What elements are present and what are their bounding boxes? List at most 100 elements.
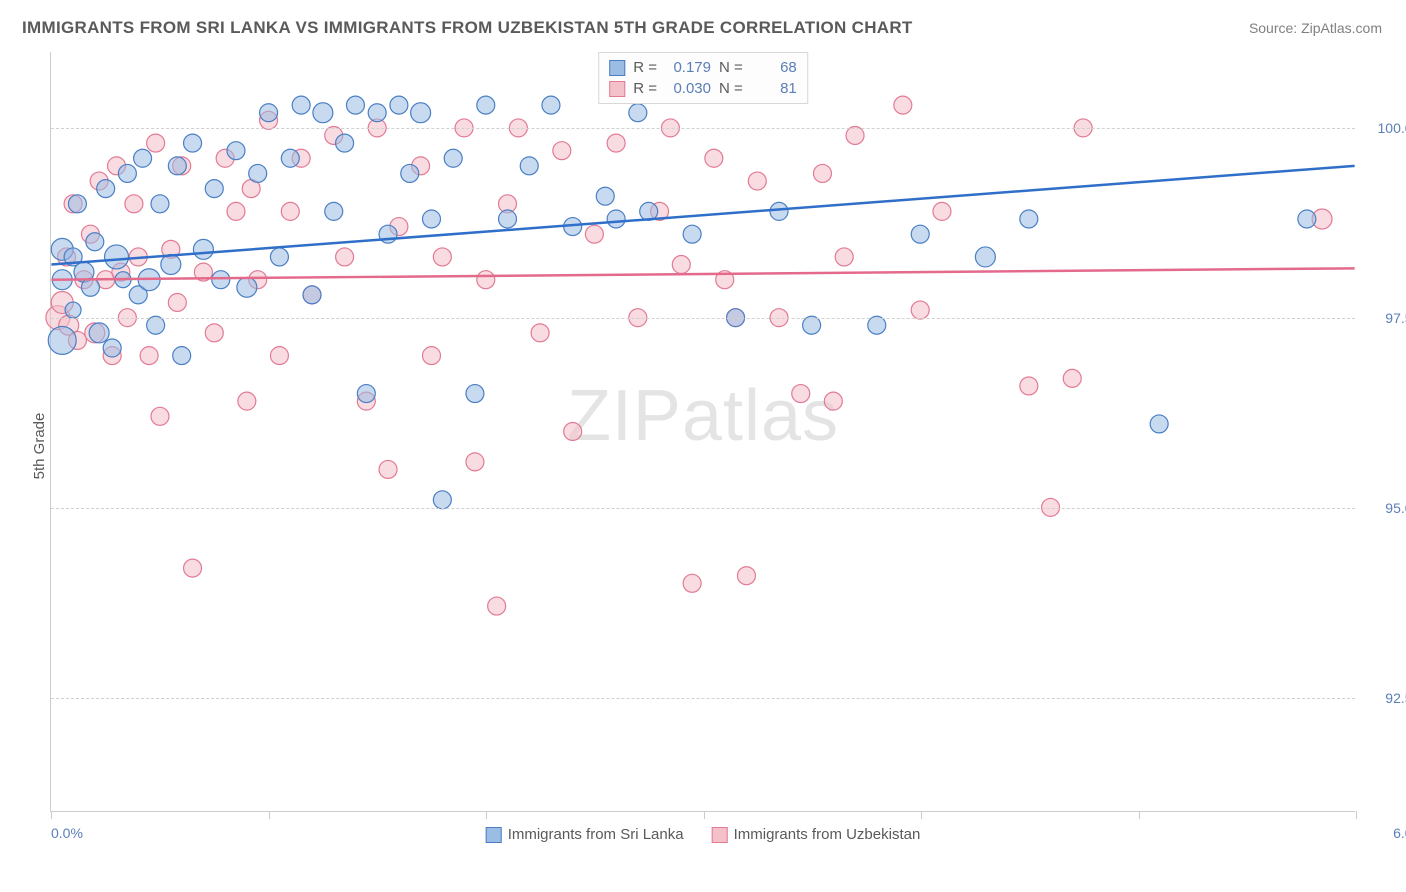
data-point	[336, 134, 354, 152]
legend-item: Immigrants from Sri Lanka	[486, 826, 684, 843]
data-point	[147, 134, 165, 152]
legend-label: Immigrants from Uzbekistan	[734, 826, 921, 843]
data-point	[313, 103, 333, 123]
swatch-icon	[486, 827, 502, 843]
swatch-icon	[609, 60, 625, 76]
x-tick	[921, 811, 922, 819]
data-point	[292, 96, 310, 114]
data-point	[227, 202, 245, 220]
data-point	[184, 134, 202, 152]
data-point	[1020, 210, 1038, 228]
data-point	[184, 559, 202, 577]
data-point	[346, 96, 364, 114]
stats-row: R = 0.030 N = 81	[609, 78, 797, 99]
data-point	[1298, 210, 1316, 228]
data-point	[118, 164, 136, 182]
data-point	[520, 157, 538, 175]
data-point	[466, 453, 484, 471]
gridline	[51, 698, 1355, 699]
data-point	[270, 347, 288, 365]
data-point	[466, 385, 484, 403]
data-point	[81, 278, 99, 296]
data-point	[596, 187, 614, 205]
data-point	[105, 245, 129, 269]
data-point	[433, 491, 451, 509]
y-tick-label: 92.5%	[1365, 690, 1406, 706]
data-point	[607, 134, 625, 152]
data-point	[151, 195, 169, 213]
data-point	[705, 149, 723, 167]
n-value: 81	[751, 80, 797, 97]
y-tick-label: 95.0%	[1365, 500, 1406, 516]
data-point	[422, 347, 440, 365]
data-point	[542, 96, 560, 114]
n-value: 68	[751, 59, 797, 76]
data-point	[553, 142, 571, 160]
y-tick-label: 97.5%	[1365, 310, 1406, 326]
data-point	[86, 233, 104, 251]
data-point	[379, 460, 397, 478]
data-point	[238, 392, 256, 410]
data-point	[1063, 369, 1081, 387]
data-point	[975, 247, 995, 267]
trend-line	[51, 268, 1354, 279]
data-point	[1020, 377, 1038, 395]
data-point	[227, 142, 245, 160]
y-axis-label: 5th Grade	[31, 413, 48, 480]
source-attribution: Source: ZipAtlas.com	[1249, 20, 1382, 36]
data-point	[168, 157, 186, 175]
data-point	[193, 239, 213, 259]
data-point	[813, 164, 831, 182]
data-point	[911, 301, 929, 319]
data-point	[161, 255, 181, 275]
data-point	[281, 202, 299, 220]
data-point	[65, 302, 81, 318]
n-label: N =	[719, 80, 743, 97]
data-point	[894, 96, 912, 114]
series-legend: Immigrants from Sri Lanka Immigrants from…	[486, 826, 921, 843]
data-point	[48, 326, 76, 354]
data-point	[499, 210, 517, 228]
x-tick	[51, 811, 52, 819]
gridline	[51, 508, 1355, 509]
data-point	[357, 385, 375, 403]
data-point	[260, 104, 278, 122]
x-tick-label-max: 6.0%	[1393, 825, 1406, 841]
data-point	[89, 323, 109, 343]
stats-row: R = 0.179 N = 68	[609, 57, 797, 78]
data-point	[683, 574, 701, 592]
data-point	[792, 385, 810, 403]
data-point	[672, 256, 690, 274]
chart-title: IMMIGRANTS FROM SRI LANKA VS IMMIGRANTS …	[22, 18, 913, 38]
data-point	[683, 225, 701, 243]
data-point	[68, 195, 86, 213]
data-point	[125, 195, 143, 213]
r-value: 0.030	[665, 80, 711, 97]
data-point	[433, 248, 451, 266]
data-point	[237, 277, 257, 297]
n-label: N =	[719, 59, 743, 76]
y-tick-label: 100.0%	[1365, 120, 1406, 136]
x-tick-label-min: 0.0%	[51, 825, 83, 841]
r-label: R =	[633, 59, 657, 76]
scatter-plot: ZIPatlas R = 0.179 N = 68 R = 0.030 N = …	[50, 52, 1355, 812]
data-point	[281, 149, 299, 167]
data-point	[212, 271, 230, 289]
r-label: R =	[633, 80, 657, 97]
data-point	[249, 164, 267, 182]
x-tick	[1139, 811, 1140, 819]
data-point	[390, 96, 408, 114]
data-point	[103, 339, 121, 357]
data-point	[607, 210, 625, 228]
data-point	[564, 423, 582, 441]
data-point	[173, 347, 191, 365]
data-point	[846, 127, 864, 145]
gridline	[51, 318, 1355, 319]
x-tick	[704, 811, 705, 819]
data-point	[770, 202, 788, 220]
data-point	[444, 149, 462, 167]
data-point	[97, 180, 115, 198]
data-point	[1150, 415, 1168, 433]
data-point	[422, 210, 440, 228]
data-point	[933, 202, 951, 220]
